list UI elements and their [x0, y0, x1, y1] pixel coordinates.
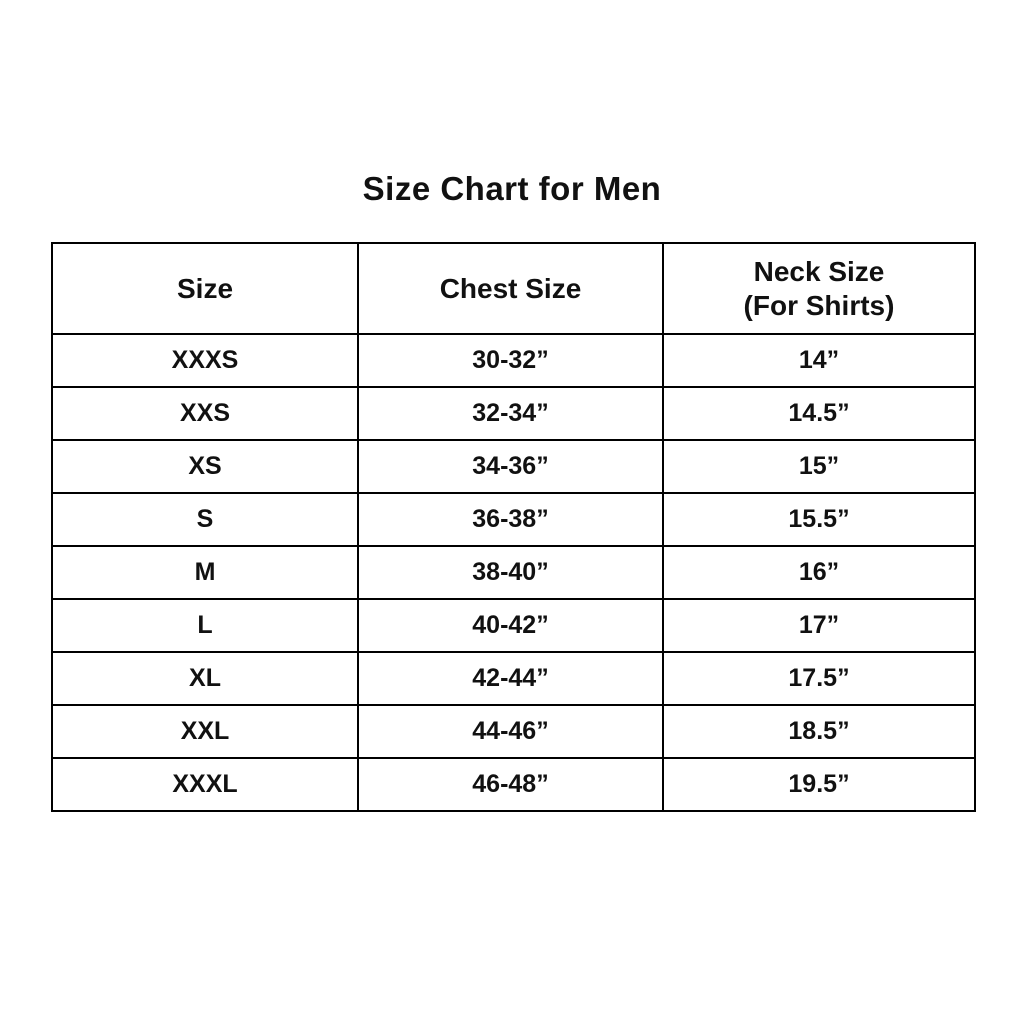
size-cell: XXS: [51, 386, 359, 441]
chest-size-cell: 46-48”: [357, 757, 664, 812]
table-row: XXS 32-34” 14.5”: [51, 386, 976, 441]
neck-size-cell: 14.5”: [662, 386, 976, 441]
neck-size-cell: 19.5”: [662, 757, 976, 812]
size-cell: XL: [51, 651, 359, 706]
size-cell: M: [51, 545, 359, 600]
chest-size-cell: 42-44”: [357, 651, 664, 706]
table-row: XS 34-36” 15”: [51, 439, 976, 494]
table-header-row: Size Chest Size Neck Size (For Shirts): [51, 242, 976, 335]
neck-size-cell: 15”: [662, 439, 976, 494]
neck-size-cell: 17.5”: [662, 651, 976, 706]
chest-size-cell: 36-38”: [357, 492, 664, 547]
size-cell: XXXS: [51, 333, 359, 388]
column-header-chest-size-label: Chest Size: [439, 272, 582, 304]
column-header-size: Size: [51, 242, 359, 335]
table-row: XXXS 30-32” 14”: [51, 333, 976, 388]
column-header-neck-size: Neck Size (For Shirts): [662, 242, 976, 335]
size-cell: XS: [51, 439, 359, 494]
table-row: XXL 44-46” 18.5”: [51, 704, 976, 759]
neck-size-cell: 16”: [662, 545, 976, 600]
chest-size-cell: 32-34”: [357, 386, 664, 441]
table-body: XXXS 30-32” 14” XXS 32-34” 14.5” XS 34-36” 15” S 3…: [51, 333, 976, 812]
chest-size-cell: 38-40”: [357, 545, 664, 600]
page-title: Size Chart for Men: [362, 170, 662, 207]
chest-size-cell: 30-32”: [357, 333, 664, 388]
size-cell: L: [51, 598, 359, 653]
column-header-neck-size-sublabel: (For Shirts): [743, 289, 895, 321]
size-chart-table: Size Chest Size Neck Size (For Shirts) X…: [51, 242, 976, 812]
neck-size-cell: 15.5”: [662, 492, 976, 547]
size-cell: S: [51, 492, 359, 547]
column-header-neck-size-label: Neck Size: [753, 255, 885, 287]
neck-size-cell: 17”: [662, 598, 976, 653]
neck-size-cell: 14”: [662, 333, 976, 388]
table-row: XXXL 46-48” 19.5”: [51, 757, 976, 812]
column-header-chest-size: Chest Size: [357, 242, 664, 335]
table-row: L 40-42” 17”: [51, 598, 976, 653]
table-row: XL 42-44” 17.5”: [51, 651, 976, 706]
column-header-size-label: Size: [176, 272, 234, 304]
chest-size-cell: 40-42”: [357, 598, 664, 653]
neck-size-cell: 18.5”: [662, 704, 976, 759]
chest-size-cell: 44-46”: [357, 704, 664, 759]
chest-size-cell: 34-36”: [357, 439, 664, 494]
table-row: S 36-38” 15.5”: [51, 492, 976, 547]
size-cell: XXL: [51, 704, 359, 759]
table-row: M 38-40” 16”: [51, 545, 976, 600]
size-cell: XXXL: [51, 757, 359, 812]
